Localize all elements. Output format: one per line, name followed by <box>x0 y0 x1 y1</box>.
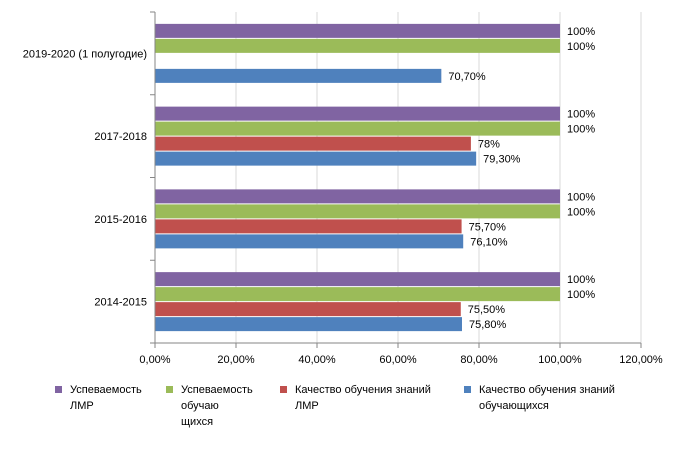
bar <box>155 121 560 136</box>
bar <box>155 189 560 204</box>
x-tick-label: 0,00% <box>139 354 170 366</box>
bar <box>155 219 462 234</box>
legend-item: Качество обучения знаний обучающихся <box>464 382 615 414</box>
labels: 0,00% 20,00% 40,00% 60,00% 80,00% 100,00% 120,… <box>23 26 663 366</box>
data-label: 75,70% <box>469 221 507 233</box>
legend-label: Успеваемость ЛМР <box>70 384 142 412</box>
x-tick-label: 60,00% <box>379 354 417 366</box>
bar <box>155 302 461 317</box>
bar <box>155 234 464 249</box>
bar <box>155 136 471 151</box>
legend-item: Успеваемость ЛМР <box>55 382 142 414</box>
data-label: 79,30% <box>483 154 521 166</box>
legend-swatch <box>55 386 62 393</box>
data-label: 100% <box>567 109 595 121</box>
legend-label: Качество обучения знаний обучающихся <box>479 384 615 412</box>
x-tick-label: 40,00% <box>298 354 336 366</box>
data-label: 76,10% <box>470 236 508 248</box>
x-tick-label: 20,00% <box>217 354 255 366</box>
x-tick-label: 80,00% <box>460 354 498 366</box>
data-label: 70,70% <box>448 71 486 83</box>
legend-swatch <box>464 386 471 393</box>
data-label: 100% <box>567 289 595 301</box>
category-label: 2019-2020 (1 полугодие) <box>23 48 147 60</box>
data-label: 100% <box>567 206 595 218</box>
bar <box>155 38 560 53</box>
bar <box>155 317 462 332</box>
legend-swatch <box>280 386 287 393</box>
bar <box>155 287 560 302</box>
axes <box>150 11 642 348</box>
bar <box>155 151 477 166</box>
legend-item: Успеваемость обучаю щихся <box>166 382 253 430</box>
category-label: 2017-2018 <box>94 131 147 143</box>
data-label: 78% <box>478 139 500 151</box>
legend-label: Качество обучения знаний ЛМР <box>295 384 431 412</box>
bar <box>155 204 560 219</box>
data-label: 100% <box>567 26 595 38</box>
data-label: 100% <box>567 274 595 286</box>
bar <box>155 272 560 287</box>
bar <box>155 23 560 38</box>
category-label: 2014-2015 <box>94 297 147 309</box>
gridlines <box>154 12 642 343</box>
bar <box>155 106 560 121</box>
data-label: 100% <box>567 191 595 203</box>
legend-item: Качество обучения знаний ЛМР <box>280 382 431 414</box>
x-tick-label: 120,00% <box>619 354 663 366</box>
legend: Успеваемость ЛМР Успеваемость обучаю щих… <box>0 382 676 442</box>
data-label: 100% <box>567 124 595 136</box>
legend-label: Успеваемость обучаю щихся <box>181 384 253 428</box>
bar <box>155 68 442 83</box>
legend-swatch <box>166 386 173 393</box>
bars <box>155 23 560 332</box>
x-tick-label: 100,00% <box>538 354 582 366</box>
category-label: 2015-2016 <box>94 214 147 226</box>
data-label: 75,80% <box>469 319 507 331</box>
data-label: 75,50% <box>468 304 506 316</box>
data-label: 100% <box>567 41 595 53</box>
